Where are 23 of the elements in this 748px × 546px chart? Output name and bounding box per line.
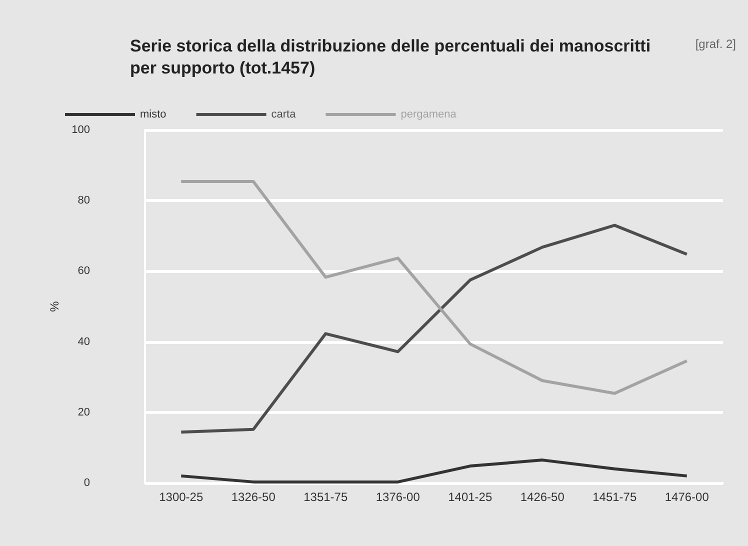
text: misto xyxy=(140,108,166,120)
line-series xyxy=(180,224,688,434)
y-tick-label: 40 xyxy=(78,336,90,348)
x-tick-label: 1300-25 xyxy=(159,490,204,504)
text: pergamena xyxy=(400,108,458,120)
y-tick-label: 80 xyxy=(78,194,90,207)
x-tick-label: 1426-50 xyxy=(520,490,565,504)
y-tick-label: 20 xyxy=(78,406,90,418)
x-tick-label: 1476-00 xyxy=(664,490,710,504)
text: carta xyxy=(271,108,297,120)
y-tick-label: 100 xyxy=(72,124,90,136)
x-tick-label: 1401-25 xyxy=(448,490,492,504)
text: [graf. 2] xyxy=(695,37,736,51)
y-tick-label: 60 xyxy=(78,265,90,278)
x-tick-label: 1376-00 xyxy=(376,490,420,504)
x-tick-label: 1326-50 xyxy=(231,490,276,504)
x-tick-label: 1351-75 xyxy=(304,490,348,504)
line-series xyxy=(180,180,688,395)
chart-title: Serie storica della distribuzione delle percentuali dei manoscritti per supporto (tot.1457) xyxy=(130,36,651,78)
line-series xyxy=(180,458,688,484)
y-axis-title: % xyxy=(48,300,62,312)
x-tick-label: 1451-75 xyxy=(592,490,637,504)
y-tick-label: 0 xyxy=(84,477,90,489)
